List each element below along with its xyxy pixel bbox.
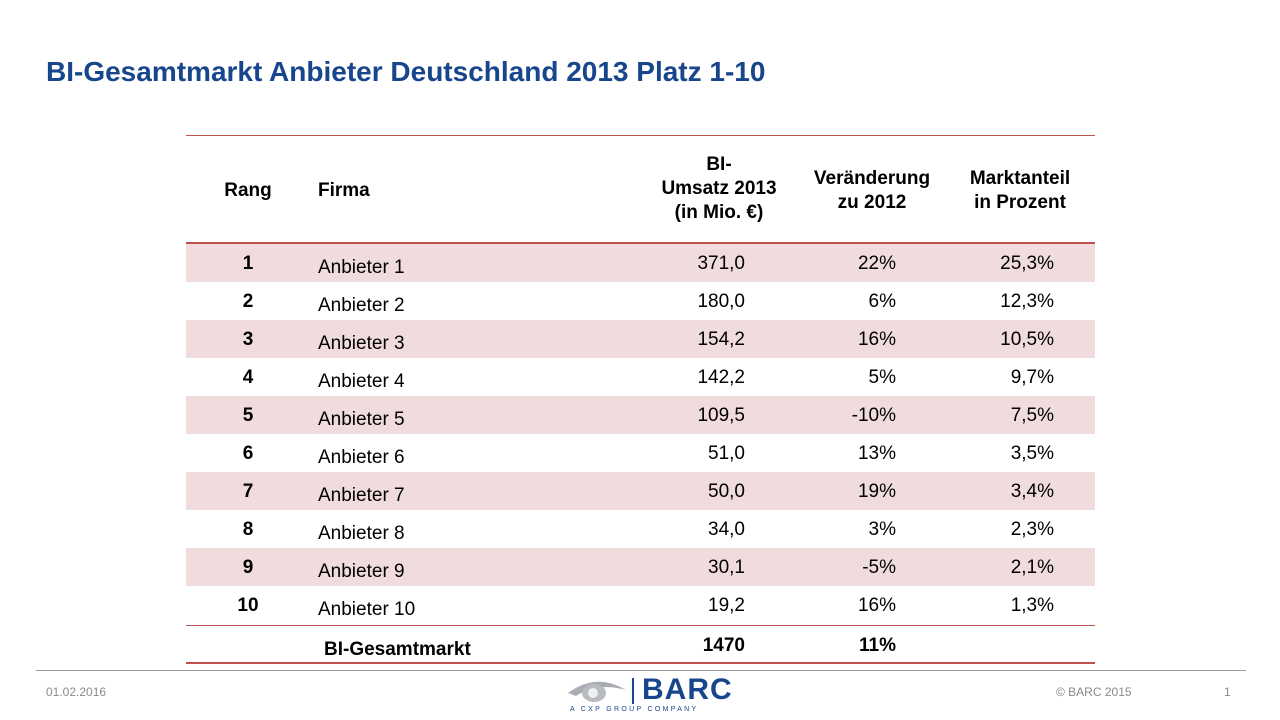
- table-row: 8 Anbieter 8 34,0 3% 2,3%: [186, 510, 1095, 548]
- change-cell: 19%: [857, 481, 896, 502]
- page-title: BI-Gesamtmarkt Anbieter Deutschland 2013…: [46, 56, 766, 87]
- rank-cell: 10: [237, 595, 259, 616]
- total-rule: [186, 625, 1095, 626]
- header-change-line1: Veränderung: [813, 168, 931, 189]
- firm-cell: Anbieter 8: [318, 523, 405, 544]
- rank-cell: 1: [242, 253, 254, 274]
- logo-separator: [632, 678, 634, 704]
- share-cell: 1,3%: [1010, 595, 1054, 616]
- header-share: Marktanteil in Prozent: [946, 167, 1094, 215]
- firm-cell: Anbieter 10: [318, 599, 416, 620]
- table-top-rule: [186, 135, 1095, 136]
- firm-cell: Anbieter 6: [318, 447, 405, 468]
- firm-cell: Anbieter 7: [318, 485, 405, 506]
- header-share-line1: Marktanteil: [969, 168, 1071, 189]
- table-row: 4 Anbieter 4 142,2 5% 9,7%: [186, 358, 1095, 396]
- share-cell: 3,4%: [1010, 481, 1054, 502]
- change-cell: 3%: [868, 519, 896, 540]
- change-cell: 5%: [868, 367, 896, 388]
- total-label: BI-Gesamtmarkt: [324, 639, 471, 660]
- header-rule: [186, 242, 1095, 244]
- header-revenue: BI- Umsatz 2013 (in Mio. €): [636, 153, 802, 225]
- firm-cell: Anbieter 2: [318, 295, 405, 316]
- footer-divider: [36, 670, 1246, 671]
- table-row: 5 Anbieter 5 109,5 -10% 7,5%: [186, 396, 1095, 434]
- table-row: 6 Anbieter 6 51,0 13% 3,5%: [186, 434, 1095, 472]
- table-row: 10 Anbieter 10 19,2 16% 1,3%: [186, 586, 1095, 624]
- rank-cell: 2: [242, 291, 254, 312]
- change-cell: -10%: [851, 405, 896, 426]
- total-revenue: 1470: [702, 635, 745, 656]
- change-cell: 6%: [868, 291, 896, 312]
- change-cell: -5%: [862, 557, 896, 578]
- eye-logo-icon: [568, 681, 626, 702]
- revenue-cell: 142,2: [697, 367, 745, 388]
- rank-cell: 9: [242, 557, 254, 578]
- table-row: 3 Anbieter 3 154,2 16% 10,5%: [186, 320, 1095, 358]
- revenue-cell: 154,2: [697, 329, 745, 350]
- total-row: BI-Gesamtmarkt 1470 11%: [186, 626, 1095, 664]
- revenue-cell: 34,0: [708, 519, 745, 540]
- header-revenue-line2: Umsatz 2013: [661, 178, 777, 199]
- share-cell: 25,3%: [1000, 253, 1054, 274]
- rank-cell: 4: [242, 367, 254, 388]
- share-cell: 7,5%: [1010, 405, 1054, 426]
- share-cell: 9,7%: [1010, 367, 1054, 388]
- change-cell: 22%: [857, 253, 896, 274]
- table-row: 2 Anbieter 2 180,0 6% 12,3%: [186, 282, 1095, 320]
- rank-cell: 7: [242, 481, 254, 502]
- revenue-cell: 180,0: [697, 291, 745, 312]
- firm-cell: Anbieter 3: [318, 333, 405, 354]
- footer-copyright: © BARC 2015: [1056, 685, 1132, 699]
- revenue-cell: 51,0: [708, 443, 745, 464]
- header-share-line2: in Prozent: [974, 192, 1066, 213]
- share-cell: 12,3%: [1000, 291, 1054, 312]
- barc-logo: BARC A CXP GROUP COMPANY: [566, 673, 732, 716]
- revenue-cell: 371,0: [697, 253, 745, 274]
- share-cell: 2,3%: [1010, 519, 1054, 540]
- total-change: 11%: [859, 635, 896, 656]
- change-cell: 16%: [857, 595, 896, 616]
- firm-cell: Anbieter 4: [318, 371, 405, 392]
- header-firm: Firma: [318, 180, 370, 201]
- firm-cell: Anbieter 5: [318, 409, 405, 430]
- rank-cell: 8: [242, 519, 254, 540]
- share-cell: 3,5%: [1010, 443, 1054, 464]
- change-cell: 16%: [857, 329, 896, 350]
- table-bottom-rule: [186, 662, 1095, 664]
- header-rank: Rang: [224, 180, 272, 201]
- header-revenue-line3: (in Mio. €): [674, 202, 764, 223]
- logo-tagline: A CXP GROUP COMPANY: [570, 706, 699, 713]
- revenue-cell: 30,1: [708, 557, 745, 578]
- logo-wordmark: BARC: [642, 673, 733, 706]
- table-row: 1 Anbieter 1 371,0 22% 25,3%: [186, 244, 1095, 282]
- header-change: Veränderung zu 2012: [798, 167, 946, 215]
- rank-cell: 6: [242, 443, 254, 464]
- revenue-cell: 109,5: [697, 405, 745, 426]
- revenue-cell: 50,0: [708, 481, 745, 502]
- footer-date: 01.02.2016: [46, 685, 107, 699]
- rank-cell: 5: [242, 405, 254, 426]
- change-cell: 13%: [857, 443, 896, 464]
- firm-cell: Anbieter 1: [318, 257, 405, 278]
- page-number: 1: [1224, 685, 1231, 699]
- header-revenue-line1: BI-: [706, 154, 732, 175]
- rank-cell: 3: [242, 329, 254, 350]
- table-row: 9 Anbieter 9 30,1 -5% 2,1%: [186, 548, 1095, 586]
- header-change-line2: zu 2012: [837, 192, 907, 213]
- share-cell: 10,5%: [1000, 329, 1054, 350]
- share-cell: 2,1%: [1010, 557, 1054, 578]
- revenue-cell: 19,2: [708, 595, 745, 616]
- table-row: 7 Anbieter 7 50,0 19% 3,4%: [186, 472, 1095, 510]
- firm-cell: Anbieter 9: [318, 561, 405, 582]
